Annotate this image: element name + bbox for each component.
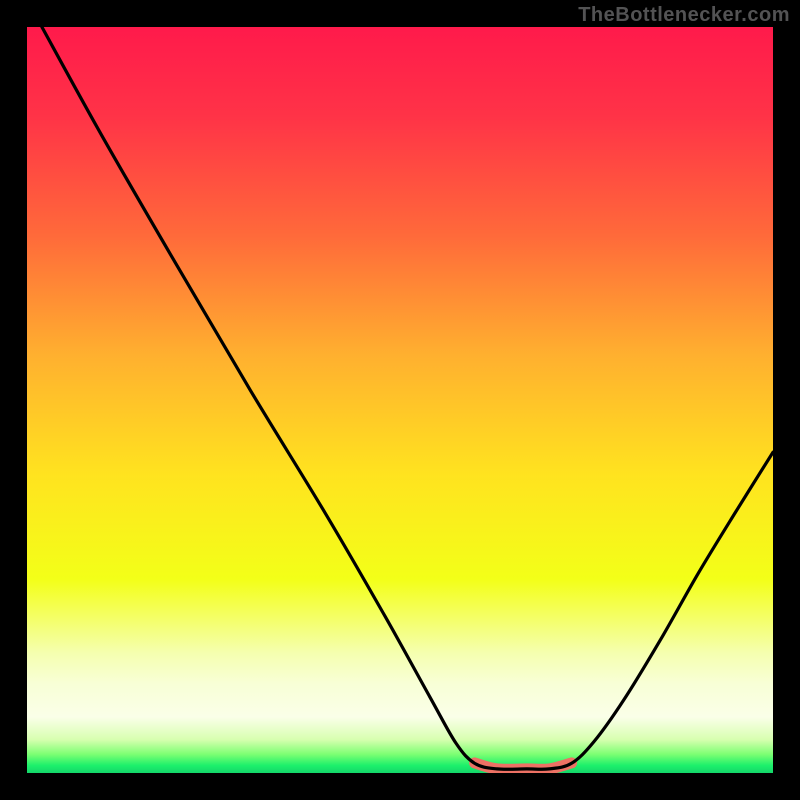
watermark-text: TheBottlenecker.com xyxy=(578,4,790,27)
plot-area xyxy=(27,27,773,773)
bottleneck-curve xyxy=(27,27,773,773)
chart-container: TheBottlenecker.com xyxy=(0,0,800,800)
